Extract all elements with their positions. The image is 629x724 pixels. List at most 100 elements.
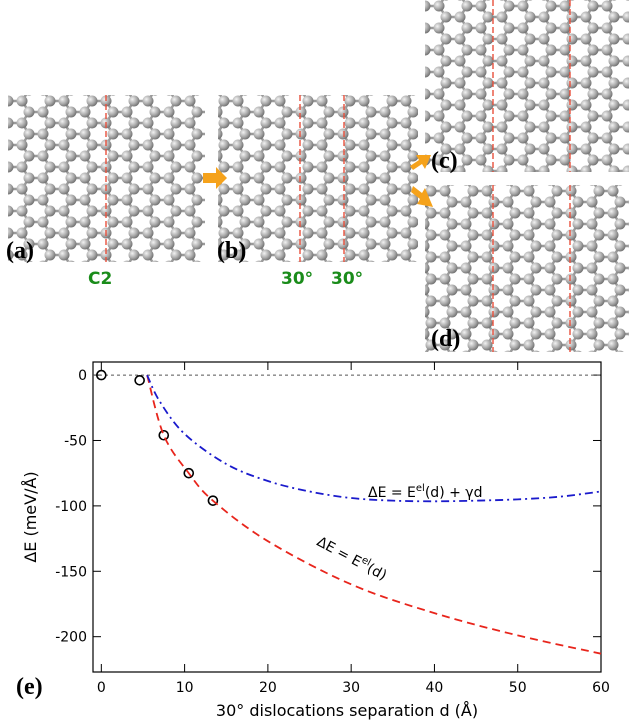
atom [609,56,620,67]
atom [420,89,431,100]
atom [185,96,196,107]
atom [206,129,217,140]
atom [143,272,154,283]
atom [615,263,626,274]
atom [468,230,479,241]
atom [524,186,535,197]
bond [211,123,218,134]
atom [401,250,412,261]
atom [192,173,203,184]
atom [531,175,542,186]
atom [518,45,529,56]
atom [129,228,140,239]
y-tick-label: -150 [55,564,87,580]
atom [80,195,91,206]
atom [468,296,479,307]
atom [338,85,349,96]
atom [504,67,515,78]
atom [171,228,182,239]
atom [45,96,56,107]
atom [359,162,370,173]
atom [275,206,286,217]
atom [594,296,605,307]
atom [3,206,14,217]
atom [80,107,91,118]
atom [24,151,35,162]
atom [17,118,28,129]
atom [419,263,430,274]
atom [441,34,452,45]
atom [408,261,419,272]
atom [525,78,536,89]
bond [418,50,425,61]
atom [489,285,500,296]
atom [398,296,409,307]
atom [441,122,452,133]
atom [282,217,293,228]
bond [232,266,239,277]
x-tick-label: 20 [259,680,277,696]
atom [66,173,77,184]
atom [387,184,398,195]
atom [66,85,77,96]
y-tick-label: -100 [55,499,87,515]
bond [403,290,410,301]
atom [122,173,133,184]
atom [17,96,28,107]
bond [1,200,8,211]
atom [422,173,433,184]
atom [483,56,494,67]
atom [384,318,395,329]
atom [66,107,77,118]
atom [573,241,584,252]
atom [380,173,391,184]
atom [405,263,416,274]
bond [586,171,593,182]
atom [581,166,592,177]
atom [525,144,536,155]
atom [192,217,203,228]
atom [510,208,521,219]
atom [545,263,556,274]
atom [461,329,472,340]
bond [418,138,425,149]
atom [545,197,556,208]
atom [482,208,493,219]
atom [185,162,196,173]
atom [560,89,571,100]
bond [217,266,224,277]
atom [129,162,140,173]
panel-label: (c) [431,148,458,174]
atom [587,175,598,186]
atom [143,118,154,129]
atom [66,129,77,140]
atom [560,155,571,166]
bond [322,266,329,277]
atom [108,129,119,140]
atom [609,166,620,177]
bond [64,266,71,277]
atom [3,228,14,239]
atom [566,208,577,219]
atom [303,250,314,261]
atom [399,56,410,67]
atom [497,12,508,23]
bond [502,171,509,182]
atom [573,175,584,186]
atom [531,263,542,274]
bond [607,171,614,182]
atom [461,285,472,296]
atom [462,45,473,56]
atom [282,195,293,206]
atom [503,329,514,340]
atom [476,45,487,56]
atom [345,118,356,129]
atom [380,129,391,140]
atom [378,23,389,34]
bond [397,127,404,138]
atom [87,118,98,129]
atom [399,34,410,45]
atom [66,195,77,206]
atom [615,285,626,296]
atom [401,272,412,283]
